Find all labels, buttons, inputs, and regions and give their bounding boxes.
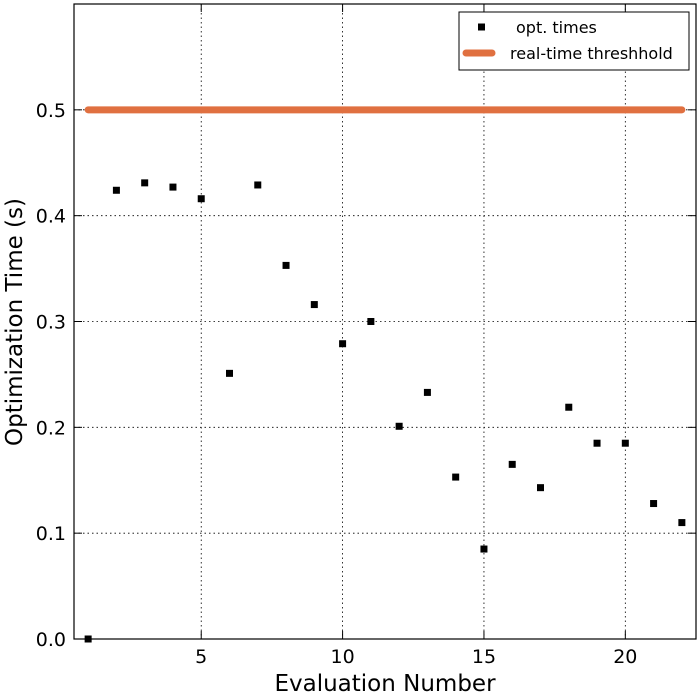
scatter-point bbox=[678, 519, 686, 527]
scatter-point bbox=[282, 261, 290, 269]
legend-label-opt-times: opt. times bbox=[516, 18, 597, 37]
scatter-point bbox=[650, 500, 658, 508]
scatter-point bbox=[423, 388, 431, 396]
scatter-point bbox=[197, 195, 205, 203]
scatter-point bbox=[480, 545, 488, 553]
scatter-point bbox=[169, 183, 177, 191]
x-axis-title: Evaluation Number bbox=[274, 671, 496, 697]
x-tick-label: 15 bbox=[472, 646, 496, 668]
scatter-point bbox=[593, 439, 601, 447]
legend-box bbox=[458, 11, 690, 71]
scatter-point bbox=[621, 439, 629, 447]
scatter-point bbox=[452, 473, 460, 481]
x-tick-label: 10 bbox=[330, 646, 354, 668]
scatter-point bbox=[310, 301, 318, 309]
axis-ticks: 5 10 15 20 0.0 0.1 0.2 0.3 0.4 0.5 bbox=[36, 4, 696, 668]
legend-label-threshold: real-time threshhold bbox=[510, 44, 673, 63]
scatter-point bbox=[112, 186, 120, 194]
y-tick-label: 0.0 bbox=[36, 629, 66, 651]
plot-area bbox=[84, 106, 686, 643]
scatter-point bbox=[226, 369, 233, 377]
x-tick-label: 5 bbox=[195, 646, 207, 668]
y-tick-label: 0.2 bbox=[36, 417, 66, 439]
scatter-point bbox=[141, 179, 149, 187]
y-tick-label: 0.1 bbox=[36, 523, 66, 545]
grid bbox=[74, 4, 696, 639]
legend: opt. times real-time threshhold bbox=[458, 11, 690, 71]
scatter-point bbox=[508, 460, 516, 468]
legend-marker-opt-times bbox=[478, 23, 485, 31]
y-tick-label: 0.3 bbox=[36, 312, 66, 334]
scatter-point bbox=[537, 484, 544, 492]
scatter-point bbox=[367, 318, 375, 325]
scatter-point bbox=[565, 403, 573, 411]
x-tick-label: 20 bbox=[613, 646, 637, 668]
scatter-point bbox=[254, 181, 262, 189]
y-axis-title: Optimization Time (s) bbox=[2, 198, 28, 446]
scatter-point bbox=[339, 340, 347, 348]
scatter-point bbox=[395, 422, 403, 430]
y-tick-label: 0.5 bbox=[36, 100, 66, 122]
y-tick-label: 0.4 bbox=[36, 206, 66, 228]
